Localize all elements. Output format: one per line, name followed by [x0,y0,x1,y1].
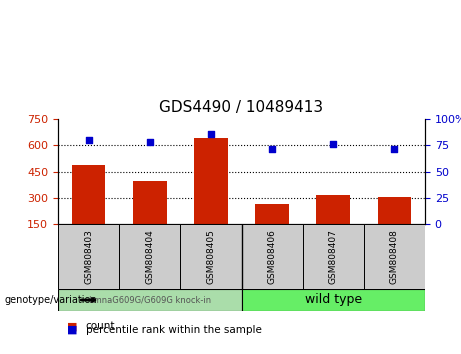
Text: wild type: wild type [305,293,362,307]
Bar [378,197,411,224]
Text: GSM808404: GSM808404 [145,229,154,284]
Title: GDS4490 / 10489413: GDS4490 / 10489413 [160,100,324,115]
Point [146,139,154,145]
Bar [133,182,166,224]
Point [268,147,276,152]
Bar [58,224,119,289]
Bar [180,224,242,289]
Bar [316,195,350,224]
Text: LmnaG609G/G609G knock-in: LmnaG609G/G609G knock-in [89,296,211,304]
Text: percentile rank within the sample: percentile rank within the sample [86,325,261,335]
Text: GSM808405: GSM808405 [207,229,215,284]
Text: count: count [86,321,115,331]
Bar [242,224,303,289]
Point [330,141,337,147]
Point [207,131,215,137]
Text: GSM808406: GSM808406 [267,229,277,284]
Bar [303,224,364,289]
Text: GSM808403: GSM808403 [84,229,93,284]
Text: ■: ■ [67,321,78,331]
Bar [242,289,425,311]
Bar [72,165,106,224]
Text: ■: ■ [67,325,78,335]
Bar [255,204,289,224]
Bar [364,224,425,289]
Text: GSM808408: GSM808408 [390,229,399,284]
Point [391,147,398,152]
Bar [194,138,228,224]
Text: GSM808407: GSM808407 [329,229,338,284]
Bar [58,289,242,311]
Bar [119,224,180,289]
Point [85,137,92,143]
Text: genotype/variation: genotype/variation [5,295,97,305]
